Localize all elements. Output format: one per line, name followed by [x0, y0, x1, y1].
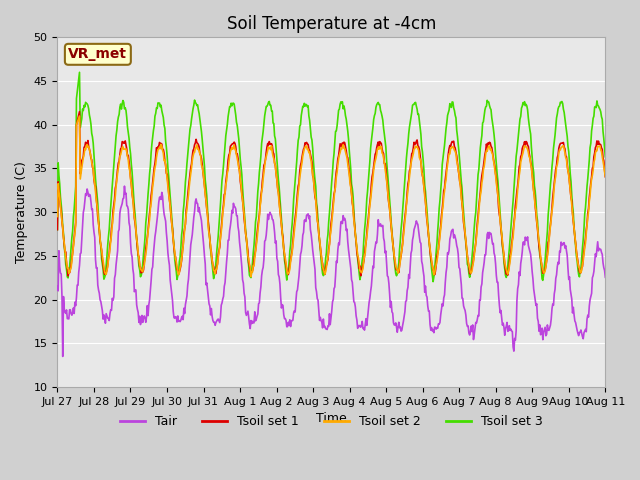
Tair: [399, 319, 407, 324]
Tair: [59, 354, 67, 360]
Tsoil set 1: [122, 138, 129, 144]
Tsoil set 1: [206, 236, 214, 242]
Tair: [602, 275, 609, 280]
Tair: [120, 183, 128, 189]
Tsoil set 2: [399, 234, 407, 240]
Title: Soil Temperature at -4cm: Soil Temperature at -4cm: [227, 15, 436, 33]
Tair: [54, 284, 61, 289]
Text: VR_met: VR_met: [68, 48, 127, 61]
Tsoil set 1: [63, 265, 71, 271]
Tsoil set 3: [54, 227, 61, 232]
Tair: [415, 234, 423, 240]
Tsoil set 3: [602, 154, 609, 160]
Tsoil set 3: [176, 254, 184, 260]
Tsoil set 3: [120, 106, 128, 112]
Tsoil set 3: [205, 228, 213, 234]
Tsoil set 1: [177, 263, 185, 268]
Tair: [206, 303, 214, 309]
Line: Tsoil set 3: Tsoil set 3: [58, 72, 605, 282]
Tsoil set 2: [76, 113, 83, 119]
Tsoil set 2: [602, 174, 609, 180]
Y-axis label: Temperature (C): Temperature (C): [15, 161, 28, 263]
Line: Tsoil set 2: Tsoil set 2: [58, 116, 605, 276]
Tsoil set 3: [415, 111, 422, 117]
Tsoil set 1: [602, 174, 609, 180]
Line: Tair: Tair: [58, 186, 605, 357]
X-axis label: Time: Time: [316, 412, 347, 425]
Tair: [177, 317, 185, 323]
Tsoil set 2: [54, 214, 61, 219]
Tsoil set 2: [63, 265, 71, 271]
Tsoil set 1: [399, 231, 407, 237]
Tsoil set 1: [76, 109, 83, 115]
Tsoil set 3: [399, 208, 406, 214]
Tair: [64, 316, 72, 322]
Legend: Tair, Tsoil set 1, Tsoil set 2, Tsoil set 3: Tair, Tsoil set 1, Tsoil set 2, Tsoil se…: [115, 410, 547, 433]
Tsoil set 3: [63, 274, 71, 280]
Tsoil set 2: [205, 230, 213, 236]
Line: Tsoil set 1: Tsoil set 1: [58, 112, 605, 276]
Tsoil set 2: [247, 274, 255, 279]
Tsoil set 2: [120, 146, 128, 152]
Tair: [122, 191, 129, 197]
Tsoil set 3: [429, 279, 437, 285]
Tsoil set 2: [415, 155, 423, 161]
Tsoil set 1: [54, 227, 61, 232]
Tsoil set 1: [415, 146, 423, 152]
Tsoil set 3: [76, 70, 83, 75]
Tsoil set 2: [176, 264, 184, 270]
Tsoil set 1: [64, 273, 72, 279]
